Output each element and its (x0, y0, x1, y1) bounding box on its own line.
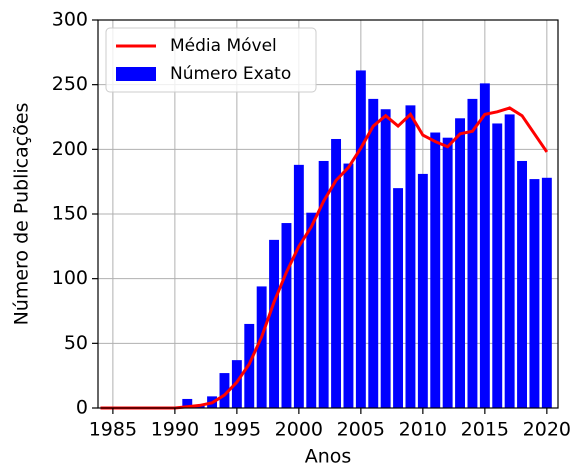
bar (393, 188, 404, 408)
y-tick-label: 0 (76, 397, 88, 419)
bar (479, 83, 490, 408)
x-tick-label: 1995 (213, 419, 261, 441)
bar (182, 398, 193, 408)
bar (318, 160, 329, 408)
legend: Média Móvel Número Exato (105, 27, 317, 93)
y-tick-label: 100 (52, 267, 88, 289)
y-tick-label: 50 (64, 332, 88, 354)
bar (405, 105, 416, 409)
bar (293, 164, 304, 408)
bar (331, 138, 342, 408)
bar (467, 98, 478, 408)
bar (417, 173, 428, 408)
axes: 0 50 100 150 200 250 300 1985 1990 1995 2000 2005 20… (52, 9, 571, 441)
x-axis-label: Anos (305, 446, 352, 468)
bar (492, 123, 503, 408)
bar (380, 109, 391, 409)
y-axis-label: Número de Publicações (11, 103, 33, 326)
bar (343, 163, 354, 408)
legend-box (105, 27, 317, 93)
bar (455, 118, 466, 408)
y-tick-label: 300 (52, 9, 88, 31)
bar (306, 212, 317, 408)
x-tick-label: 2005 (337, 419, 385, 441)
bar (430, 132, 441, 408)
bar (442, 137, 453, 408)
x-tick-label: 2020 (523, 419, 571, 441)
y-tick-label: 150 (52, 203, 88, 225)
plot-frame (97, 19, 559, 409)
legend-label: Número Exato (170, 64, 291, 84)
y-tick-label: 200 (52, 138, 88, 160)
x-tick-label: 2010 (399, 419, 447, 441)
y-tick-label: 250 (52, 73, 88, 95)
bar (219, 373, 230, 408)
x-tick-label: 1985 (89, 419, 137, 441)
bar (281, 223, 292, 408)
bar (269, 239, 280, 408)
bar (541, 177, 552, 408)
bar (504, 114, 515, 408)
bar (368, 98, 379, 408)
x-tick-label: 2000 (275, 419, 323, 441)
x-tick-label: 1990 (151, 419, 199, 441)
legend-swatch (116, 67, 156, 81)
marks (100, 70, 552, 410)
bar (529, 179, 540, 408)
bar (355, 70, 366, 408)
bar (256, 286, 267, 408)
legend-label: Média Móvel (170, 36, 277, 56)
x-tick-label: 2015 (461, 419, 509, 441)
bar (517, 160, 528, 408)
